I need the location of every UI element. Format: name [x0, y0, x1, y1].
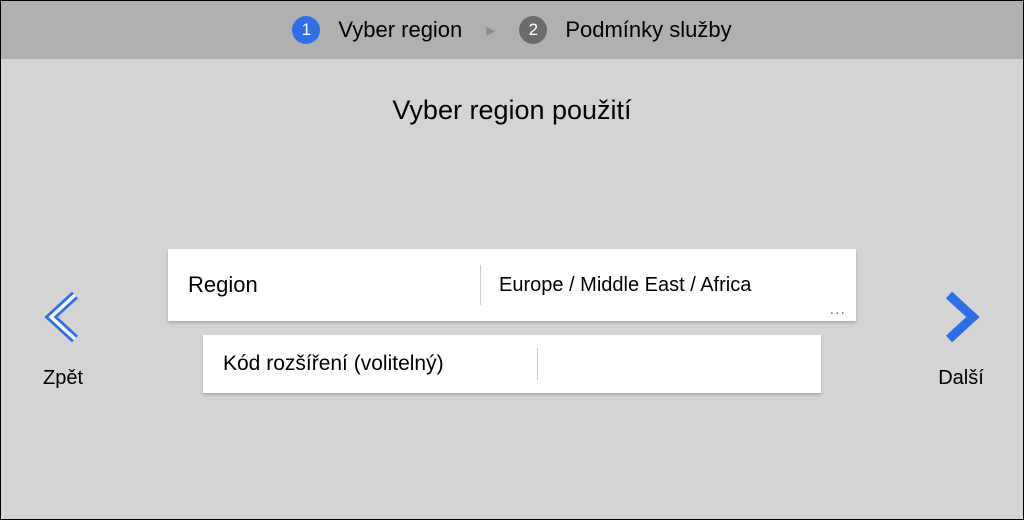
region-value: Europe / Middle East / Africa — [481, 249, 856, 321]
more-indicator-icon: ... — [830, 301, 846, 319]
step-2-badge: 2 — [519, 16, 547, 44]
main-area: Vyber region použití Zpět Další Region E… — [1, 59, 1023, 519]
region-label: Region — [168, 249, 480, 321]
stepper-bar: 1 Vyber region ▸ 2 Podmínky služby — [1, 1, 1023, 59]
form-rows: Region Europe / Middle East / Africa ...… — [1, 249, 1023, 393]
extension-code-input[interactable] — [538, 335, 821, 393]
step-2: 2 Podmínky služby — [519, 16, 731, 44]
step-separator-icon: ▸ — [486, 20, 495, 41]
step-2-label: Podmínky služby — [565, 17, 731, 43]
step-1-badge: 1 — [292, 16, 320, 44]
page-title: Vyber region použití — [1, 59, 1023, 126]
extension-code-row[interactable]: Kód rozšíření (volitelný) — [203, 335, 821, 393]
extension-code-label: Kód rozšíření (volitelný) — [203, 335, 537, 393]
step-1: 1 Vyber region — [292, 16, 462, 44]
region-row[interactable]: Region Europe / Middle East / Africa ... — [168, 249, 856, 321]
step-1-label: Vyber region — [338, 17, 462, 43]
